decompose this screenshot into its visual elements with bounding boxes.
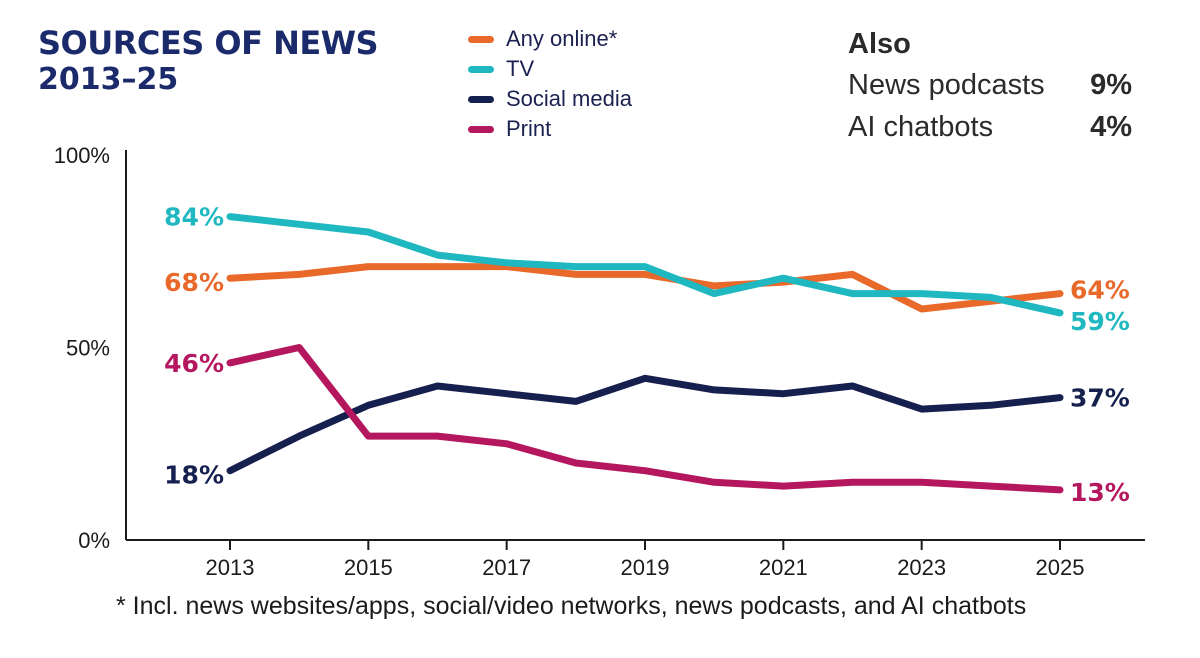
x-tick-label: 2013	[206, 555, 255, 580]
also-row-news-podcasts: News podcasts 9%	[848, 64, 1132, 106]
legend-swatch-print	[468, 125, 494, 133]
also-panel: Also News podcasts 9% AI chatbots 4%	[848, 24, 1148, 148]
series-line-social-media	[226, 374, 1064, 475]
also-value: 9%	[1090, 69, 1132, 101]
start-label-any-online: 68%	[164, 268, 224, 297]
x-tick-label: 2017	[482, 555, 531, 580]
legend-swatch-tv	[468, 65, 494, 73]
also-value: 4%	[1090, 111, 1132, 143]
axes: 100% 50% 0% 2013 2015 2017 2019 2021 2023 2025	[54, 143, 1145, 580]
series-line-tv	[226, 213, 1064, 317]
x-tick-label: 2015	[344, 555, 393, 580]
series-line-any-online	[226, 263, 1064, 313]
series-labels: 68% 64% 84% 59% 18% 37% 46% 13%	[164, 203, 1130, 507]
legend-item-tv: TV	[468, 54, 632, 84]
legend: Any online* TV Social media Print	[468, 24, 632, 144]
end-label-social-media: 37%	[1070, 384, 1130, 413]
legend-swatch-social-media	[468, 95, 494, 103]
start-label-print: 46%	[164, 349, 224, 378]
legend-item-any-online: Any online*	[468, 24, 632, 54]
series-line-print	[226, 344, 1064, 494]
end-label-print: 13%	[1070, 478, 1130, 507]
y-tick-label: 0%	[78, 528, 110, 553]
x-tick-label: 2025	[1036, 555, 1085, 580]
legend-label: Any online*	[506, 26, 618, 51]
legend-item-print: Print	[468, 114, 632, 144]
start-label-tv: 84%	[164, 203, 224, 232]
chart-subtitle: 2013–25	[38, 62, 179, 97]
also-row-ai-chatbots: AI chatbots 4%	[848, 106, 1132, 148]
end-label-any-online: 64%	[1070, 276, 1130, 305]
legend-label: Social media	[506, 86, 632, 111]
legend-label: TV	[506, 56, 535, 81]
x-tick-label: 2021	[759, 555, 808, 580]
x-tick-label: 2019	[621, 555, 670, 580]
x-tick-label: 2023	[897, 555, 946, 580]
footnote: * Incl. news websites/apps, social/video…	[116, 592, 1027, 620]
legend-item-social-media: Social media	[468, 84, 632, 114]
start-label-social-media: 18%	[164, 461, 224, 490]
also-title: Also	[848, 28, 911, 60]
chart-title: SOURCES OF NEWS	[38, 24, 379, 62]
y-tick-label: 50%	[66, 336, 110, 361]
legend-label: Print	[506, 116, 552, 141]
title-block: SOURCES OF NEWS 2013–25	[38, 24, 379, 98]
also-label: AI chatbots	[848, 111, 994, 143]
end-label-tv: 59%	[1070, 307, 1130, 336]
legend-swatch-any-online	[468, 35, 494, 43]
y-tick-label: 100%	[54, 143, 110, 168]
also-label: News podcasts	[848, 69, 1045, 101]
series-lines	[226, 213, 1064, 494]
